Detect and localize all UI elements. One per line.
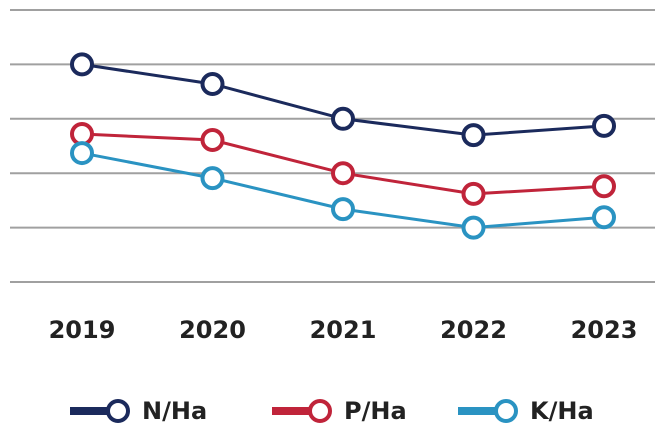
x-tick-label: 2019 xyxy=(49,316,116,344)
x-tick-label: 2021 xyxy=(310,316,377,344)
x-tick-label: 2020 xyxy=(179,316,246,344)
point xyxy=(461,215,486,240)
point xyxy=(592,174,616,199)
legend-text: N/Ha xyxy=(142,397,207,425)
x-tick-label: 2022 xyxy=(440,316,507,344)
point xyxy=(461,181,486,206)
point xyxy=(200,128,225,153)
point xyxy=(331,197,355,222)
legend-text: P/Ha xyxy=(344,397,407,425)
point xyxy=(592,113,616,138)
point xyxy=(461,123,486,148)
point xyxy=(200,71,225,96)
point xyxy=(331,161,355,186)
legend-marker xyxy=(106,399,130,423)
point xyxy=(70,122,94,147)
legend-text: K/Ha xyxy=(530,397,594,425)
point xyxy=(331,106,355,131)
legend-marker xyxy=(308,399,332,423)
point xyxy=(70,141,94,166)
point xyxy=(200,166,225,191)
legend-marker xyxy=(494,399,518,423)
point xyxy=(592,205,616,230)
point xyxy=(70,52,94,77)
x-tick-label: 2023 xyxy=(571,316,638,344)
